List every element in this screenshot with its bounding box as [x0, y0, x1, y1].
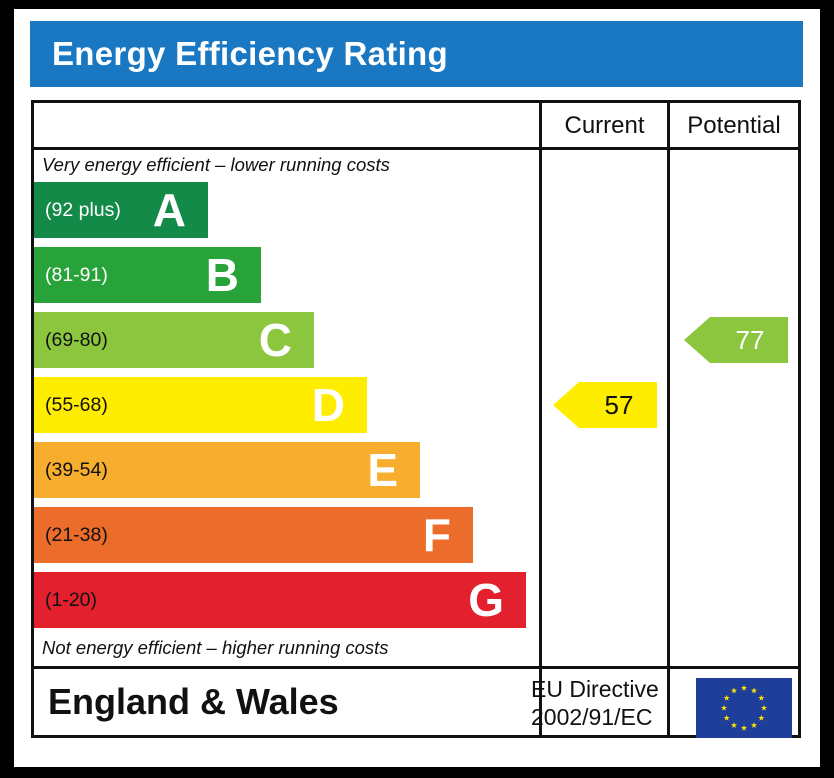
- eu-star-icon: [730, 687, 738, 694]
- potential-rating-value: 77: [735, 325, 765, 355]
- current-rating-value: 57: [604, 390, 634, 420]
- potential-rating-arrow: 77: [684, 317, 788, 363]
- band-c-range: (69-80): [45, 329, 108, 351]
- current-column-header: Current: [564, 112, 645, 139]
- divider-current: [539, 103, 542, 735]
- band-b-range: (81-91): [45, 264, 108, 286]
- band-f-letter: F: [422, 509, 451, 561]
- band-a-range: (92 plus): [45, 199, 121, 221]
- region-label: England & Wales: [48, 681, 339, 722]
- band-c: (69-80) C: [34, 312, 314, 368]
- eu-flag-icon: [696, 678, 792, 738]
- inefficient-note: Not energy efficient – higher running co…: [42, 637, 389, 658]
- footer-rule: [34, 666, 798, 669]
- eu-directive-line2: 2002/91/EC: [531, 704, 653, 730]
- eu-star-icon: [750, 687, 758, 694]
- potential-column-header: Potential: [687, 112, 781, 139]
- efficient-note: Very energy efficient – lower running co…: [42, 154, 390, 175]
- epc-card: Energy Efficiency Rating Current Potenti…: [14, 9, 820, 767]
- chart-title: Energy Efficiency Rating: [52, 35, 448, 72]
- band-a-letter: A: [152, 184, 186, 236]
- eu-star-icon: [720, 704, 728, 711]
- band-b-letter: B: [205, 249, 239, 301]
- eu-star-icon: [730, 722, 738, 728]
- eu-star-icon: [740, 684, 748, 691]
- band-d-letter: D: [311, 379, 345, 431]
- header-rule: [34, 147, 798, 150]
- eu-star-icon: [758, 714, 765, 721]
- eu-directive-line1: EU Directive: [531, 676, 659, 702]
- eu-star-icon: [740, 724, 748, 731]
- rating-table: Current Potential Very energy efficient …: [31, 100, 801, 738]
- band-g-letter: G: [468, 574, 504, 626]
- band-f: (21-38) F: [34, 507, 473, 563]
- eu-star-icon: [750, 722, 758, 728]
- band-f-range: (21-38): [45, 524, 108, 546]
- divider-potential: [667, 103, 670, 735]
- band-a: (92 plus) A: [34, 182, 208, 238]
- band-e-range: (39-54): [45, 459, 108, 481]
- current-rating-arrow: 57: [553, 382, 657, 428]
- eu-star-icon: [723, 714, 730, 721]
- band-d-range: (55-68): [45, 394, 108, 416]
- title-bar: Energy Efficiency Rating: [30, 21, 803, 87]
- band-e: (39-54) E: [34, 442, 420, 498]
- band-c-letter: C: [258, 314, 292, 366]
- band-g: (1-20) G: [34, 572, 526, 628]
- band-b: (81-91) B: [34, 247, 261, 303]
- band-e-letter: E: [367, 444, 398, 496]
- eu-star-icon: [758, 694, 765, 701]
- eu-star-icon: [760, 704, 768, 711]
- band-g-range: (1-20): [45, 589, 98, 611]
- eu-directive-text: EU Directive 2002/91/EC: [531, 675, 659, 731]
- band-d: (55-68) D: [34, 377, 367, 433]
- eu-star-icon: [723, 694, 730, 701]
